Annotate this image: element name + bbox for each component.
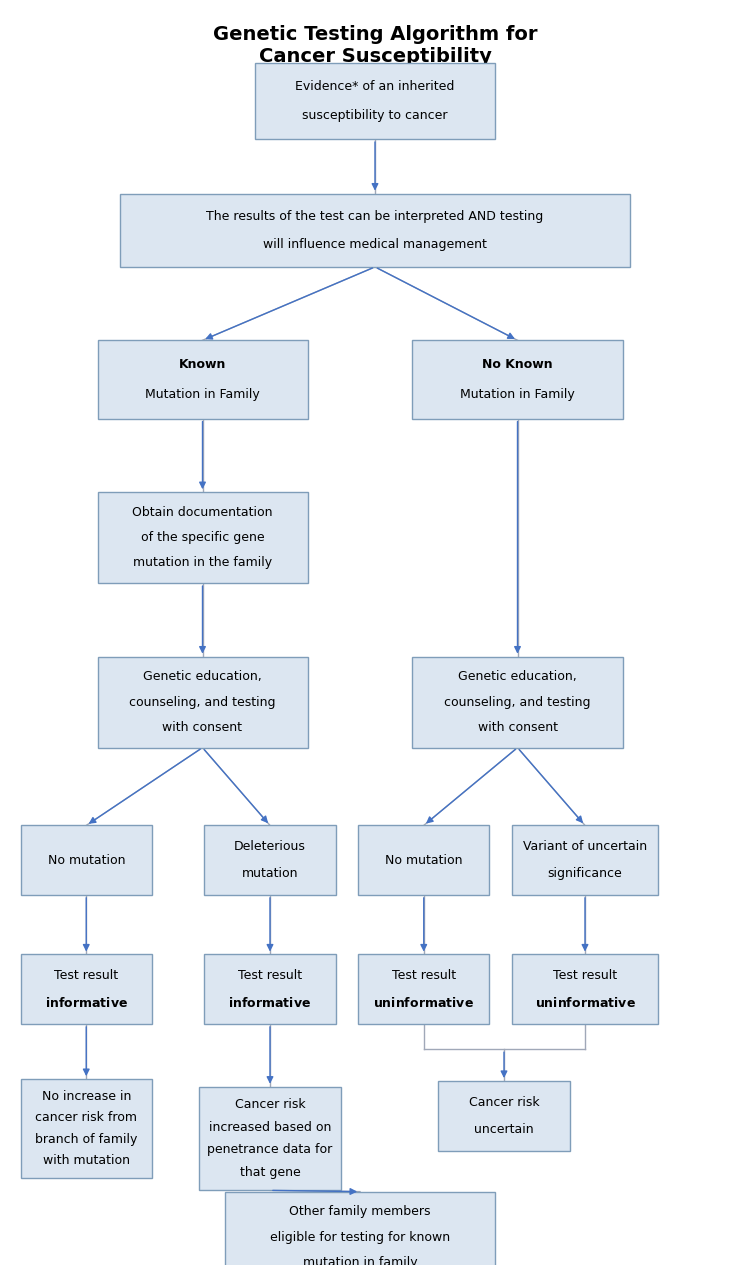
Text: of the specific gene: of the specific gene: [141, 531, 264, 544]
Text: Test result: Test result: [392, 969, 456, 983]
Text: susceptibility to cancer: susceptibility to cancer: [302, 109, 448, 123]
Text: Other family members: Other family members: [290, 1206, 430, 1218]
FancyBboxPatch shape: [204, 826, 335, 896]
Text: No Known: No Known: [482, 358, 553, 371]
FancyBboxPatch shape: [120, 194, 630, 267]
FancyBboxPatch shape: [225, 1192, 495, 1265]
FancyBboxPatch shape: [358, 826, 489, 896]
Text: $\bf{uninformative}$: $\bf{uninformative}$: [535, 996, 635, 1009]
FancyBboxPatch shape: [413, 657, 622, 748]
FancyBboxPatch shape: [512, 826, 658, 896]
FancyBboxPatch shape: [21, 954, 152, 1025]
Text: Test result: Test result: [553, 969, 617, 983]
Text: $\bf{informative}$: $\bf{informative}$: [229, 996, 311, 1009]
Text: with consent: with consent: [163, 721, 242, 734]
Text: Known: Known: [178, 358, 226, 371]
Text: Cancer risk: Cancer risk: [469, 1095, 539, 1109]
Text: No mutation: No mutation: [385, 854, 463, 867]
FancyBboxPatch shape: [98, 657, 308, 748]
Text: increased based on: increased based on: [209, 1121, 332, 1133]
Text: Variant of uncertain: Variant of uncertain: [523, 840, 647, 854]
FancyBboxPatch shape: [21, 826, 152, 896]
Text: that gene: that gene: [240, 1166, 300, 1179]
Text: No mutation: No mutation: [47, 854, 125, 867]
Text: Evidence* of an inherited: Evidence* of an inherited: [296, 80, 454, 94]
FancyBboxPatch shape: [199, 1087, 341, 1190]
FancyBboxPatch shape: [413, 340, 622, 419]
Text: $\bf{informative}$: $\bf{informative}$: [45, 996, 128, 1009]
Text: with consent: with consent: [478, 721, 557, 734]
FancyBboxPatch shape: [98, 340, 308, 419]
Text: The results of the test can be interpreted AND testing: The results of the test can be interpret…: [206, 210, 544, 223]
FancyBboxPatch shape: [21, 1079, 152, 1178]
FancyBboxPatch shape: [204, 954, 335, 1025]
FancyBboxPatch shape: [358, 954, 489, 1025]
Text: $\bf{uninformative}$: $\bf{uninformative}$: [374, 996, 474, 1009]
Text: significance: significance: [548, 867, 622, 880]
Text: penetrance data for: penetrance data for: [207, 1144, 333, 1156]
Text: mutation: mutation: [242, 867, 298, 880]
Text: Deleterious: Deleterious: [234, 840, 306, 854]
Text: Mutation in Family: Mutation in Family: [146, 388, 260, 401]
Text: Test result: Test result: [54, 969, 118, 983]
FancyBboxPatch shape: [438, 1080, 570, 1151]
Text: uncertain: uncertain: [474, 1122, 534, 1136]
Text: Genetic Testing Algorithm for
Cancer Susceptibility: Genetic Testing Algorithm for Cancer Sus…: [213, 25, 537, 66]
Text: eligible for testing for known: eligible for testing for known: [270, 1231, 450, 1243]
Text: Mutation in Family: Mutation in Family: [460, 388, 574, 401]
FancyBboxPatch shape: [98, 492, 308, 583]
Text: with mutation: with mutation: [43, 1154, 130, 1168]
Text: Test result: Test result: [238, 969, 302, 983]
Text: Cancer risk: Cancer risk: [235, 1098, 305, 1111]
Text: will influence medical management: will influence medical management: [263, 238, 487, 250]
FancyBboxPatch shape: [255, 63, 495, 139]
Text: mutation in the family: mutation in the family: [133, 557, 272, 569]
Text: Genetic education,: Genetic education,: [143, 670, 262, 683]
Text: mutation in family: mutation in family: [303, 1256, 417, 1265]
Text: branch of family: branch of family: [35, 1132, 137, 1146]
Text: counseling, and testing: counseling, and testing: [129, 696, 276, 708]
Text: Genetic education,: Genetic education,: [458, 670, 577, 683]
Text: counseling, and testing: counseling, and testing: [444, 696, 591, 708]
Text: Obtain documentation: Obtain documentation: [132, 506, 273, 519]
Text: cancer risk from: cancer risk from: [35, 1111, 137, 1125]
FancyBboxPatch shape: [512, 954, 658, 1025]
Text: No increase in: No increase in: [41, 1089, 131, 1103]
